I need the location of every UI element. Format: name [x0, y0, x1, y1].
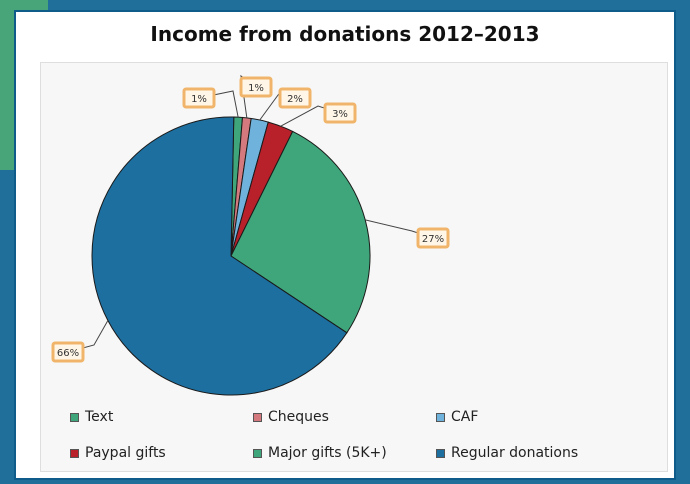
data-label: 3%	[332, 109, 348, 120]
data-label-box	[278, 87, 312, 109]
data-label: 27%	[422, 234, 444, 245]
data-label-box	[51, 341, 85, 363]
pie-slice-regular-donations	[91, 116, 348, 396]
legend-label: Paypal gifts	[85, 445, 166, 461]
legend-label: Major gifts (5K+)	[268, 445, 387, 461]
legend-swatch	[253, 412, 262, 422]
legend-swatch	[253, 448, 262, 458]
data-label: 1%	[248, 83, 264, 94]
data-label: 1%	[191, 94, 207, 105]
legend-item: Regular donations	[436, 445, 578, 461]
legend-item: Cheques	[253, 409, 329, 425]
pie-slice-major-gifts-5k	[230, 130, 371, 334]
legend-item: Text	[70, 409, 113, 425]
data-label-box	[182, 87, 216, 109]
data-label-box	[239, 76, 273, 98]
legend-label: Text	[85, 409, 114, 425]
legend-item: Major gifts (5K+)	[253, 445, 387, 461]
legend-swatch	[70, 412, 79, 422]
legend-item: Paypal gifts	[70, 445, 166, 461]
legend-label: Cheques	[268, 409, 329, 425]
legend-item: CAF	[436, 409, 478, 425]
data-label: 66%	[57, 348, 79, 359]
legend-swatch	[70, 448, 79, 458]
data-label: 2%	[287, 94, 303, 105]
legend-swatch	[436, 448, 445, 458]
data-label-box	[416, 227, 450, 249]
legend-label: CAF	[451, 409, 479, 425]
chart-title: Income from donations 2012–2013	[150, 22, 540, 46]
legend-label: Regular donations	[451, 445, 579, 461]
data-label-box	[323, 102, 357, 124]
legend-swatch	[436, 412, 445, 422]
